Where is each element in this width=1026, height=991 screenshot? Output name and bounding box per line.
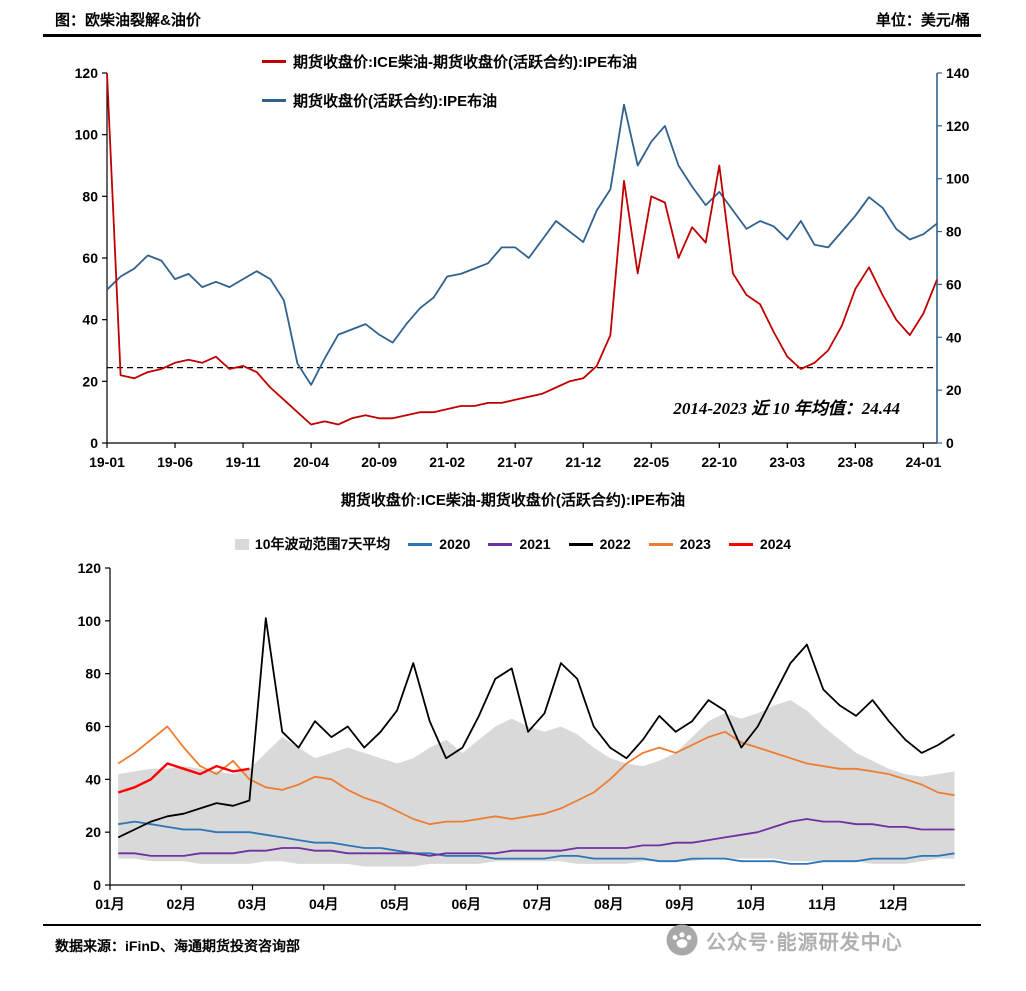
- right-axis-tick-label: 40: [946, 329, 962, 345]
- x-axis-tick-label: 04月: [309, 896, 339, 912]
- x-axis-tick-label: 21-07: [497, 454, 533, 470]
- line-swatch: [488, 542, 513, 546]
- y-axis-tick-label: 0: [93, 877, 101, 893]
- legend-label: 10年波动范围7天平均: [254, 536, 391, 552]
- legend-item-5: 2024: [728, 534, 792, 554]
- x-axis-tick-label: 03月: [238, 896, 268, 912]
- x-axis-tick-label: 12月: [879, 896, 909, 912]
- seasonal-chart-title: 期货收盘价:ICE柴油-期货收盘价(活跃合约):IPE布油: [340, 492, 686, 509]
- y-axis-tick-label: 20: [85, 824, 101, 840]
- x-axis-tick-label: 06月: [451, 896, 481, 912]
- diesel-crack-line: [106, 72, 938, 426]
- year-line-2023: [117, 725, 955, 826]
- x-axis-tick-label: 22-05: [633, 454, 669, 470]
- left-axis-tick-label: 100: [75, 127, 99, 143]
- x-axis-tick-label: 08月: [594, 896, 624, 912]
- x-axis-tick-label: 01月: [95, 896, 125, 912]
- price-and-crack-chart: 0 20 40 60 80 100 120 0 20 40 60 80 100 120 140 19-01 19…: [75, 65, 970, 470]
- right-axis-tick-label: 100: [946, 171, 970, 187]
- brent-price-line: [106, 103, 938, 386]
- legend-item-0: 10年波动范围7天平均: [234, 534, 391, 554]
- legend-item-1: 期货收盘价(活跃合约):IPE布油: [262, 90, 637, 111]
- legend-label: 2023: [679, 536, 711, 552]
- year-line-2024: [117, 762, 250, 794]
- x-axis-tick-label: 20-04: [293, 454, 329, 470]
- ten-year-range-band: [118, 700, 955, 867]
- legend-label: 2022: [599, 536, 631, 552]
- x-axis-tick-label: 20-09: [361, 454, 397, 470]
- right-axis-tick-label: 0: [946, 435, 954, 451]
- watermark: 公众号·能源研发中心: [666, 924, 903, 956]
- year-line-2021: [118, 818, 955, 857]
- watermark-text: 公众号·能源研发中心: [706, 931, 903, 954]
- legend-item-4: 2023: [648, 534, 711, 554]
- seasonal-crack-chart: 0 20 40 60 80 100 120 01月 02月 03月 04月 05月 06月 07月 08月 0…: [78, 560, 965, 912]
- x-axis-tick-label: 11月: [808, 896, 837, 912]
- x-axis-tick-label: 10月: [736, 896, 766, 912]
- y-axis-tick-label: 60: [85, 719, 101, 735]
- line-swatch: [728, 542, 753, 546]
- right-axis-tick-label: 60: [946, 276, 962, 292]
- x-axis-tick-label: 24-01: [905, 454, 941, 470]
- line-swatch: [262, 99, 286, 102]
- chart2-legend: 10年波动范围7天平均 2020 2021 2022 2023 2024: [0, 534, 1026, 554]
- line-swatch: [648, 542, 673, 546]
- right-axis-tick-label: 80: [946, 224, 962, 240]
- left-axis-tick-label: 0: [90, 435, 98, 451]
- x-axis-tick-label: 21-02: [429, 454, 465, 470]
- x-axis-tick-label: 23-03: [769, 454, 805, 470]
- y-axis-tick-label: 40: [85, 771, 101, 787]
- line-swatch: [568, 542, 593, 546]
- x-axis-tick-label: 19-01: [89, 454, 125, 470]
- chart1-legend: 期货收盘价:ICE柴油-期货收盘价(活跃合约):IPE布油 期货收盘价(活跃合约)…: [262, 51, 637, 111]
- x-axis-tick-label: 23-08: [837, 454, 873, 470]
- y-axis-tick-label: 120: [78, 560, 102, 576]
- x-axis-tick-label: 02月: [166, 896, 196, 912]
- right-axis-tick-label: 120: [946, 118, 970, 134]
- legend-label: 期货收盘价(活跃合约):IPE布油: [293, 93, 498, 110]
- data-source: 数据来源：iFinD、海通期货投资咨询部: [55, 938, 300, 954]
- header-divider: [43, 34, 981, 37]
- x-axis-tick-label: 19-06: [157, 454, 193, 470]
- right-axis-tick-label: 20: [946, 382, 962, 398]
- y-axis-tick-label: 100: [78, 613, 102, 629]
- left-axis-tick-label: 120: [75, 65, 99, 81]
- left-axis-tick-label: 80: [82, 188, 98, 204]
- x-axis-tick-label: 21-12: [565, 454, 601, 470]
- legend-label: 2024: [759, 536, 792, 552]
- left-axis-tick-label: 60: [82, 250, 98, 266]
- year-line-2020: [118, 820, 955, 865]
- left-axis-tick-label: 40: [82, 312, 98, 328]
- legend-item-3: 2022: [568, 534, 631, 554]
- legend-item-2: 2021: [488, 534, 551, 554]
- left-axis-tick-label: 20: [82, 373, 98, 389]
- year-line-2022: [117, 617, 955, 839]
- legend-label: 2021: [519, 536, 551, 552]
- unit-label: 单位：美元/桶: [875, 12, 970, 29]
- legend-item-1: 2020: [408, 534, 470, 554]
- legend-item-0: 期货收盘价:ICE柴油-期货收盘价(活跃合约):IPE布油: [262, 51, 637, 72]
- band-swatch: [234, 538, 249, 550]
- y-axis-tick-label: 80: [85, 666, 101, 682]
- x-axis-tick-label: 22-10: [701, 454, 737, 470]
- x-axis-tick-label: 05月: [380, 896, 410, 912]
- x-axis-tick-label: 07月: [523, 896, 553, 912]
- legend-label: 2020: [439, 536, 471, 552]
- figure-title: 图：欧柴油裂解&油价: [55, 12, 201, 29]
- paw-logo-icon: [666, 924, 698, 956]
- legend-label: 期货收盘价:ICE柴油-期货收盘价(活跃合约):IPE布油: [293, 54, 638, 71]
- footer-divider: [43, 924, 981, 926]
- line-swatch: [408, 542, 433, 546]
- x-axis-tick-label: 19-11: [226, 454, 261, 470]
- right-axis-tick-label: 140: [946, 65, 970, 81]
- x-axis-tick-label: 09月: [665, 896, 695, 912]
- line-swatch: [262, 60, 286, 63]
- ten-year-average-annotation: 2014-2023 近 10 年均值：24.44: [673, 399, 900, 418]
